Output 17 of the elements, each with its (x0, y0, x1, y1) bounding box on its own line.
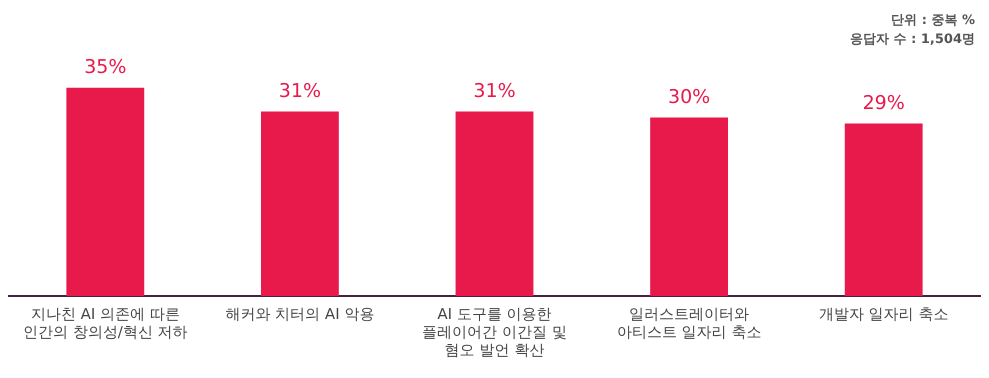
data-label: 29% (862, 92, 905, 114)
x-tick-label: AI 도구를 이용한 플레이어간 이간질 및 혐오 발언 확산 (422, 304, 567, 359)
x-tick-label: 개발자 일자리 축소 (818, 304, 948, 323)
bar (456, 112, 534, 296)
bar (260, 112, 339, 296)
text: 응답자 수 : 1,504명 (850, 32, 975, 47)
bar (844, 123, 923, 296)
data-label: 35% (84, 56, 126, 78)
bar (650, 118, 728, 296)
x-tick-label: 해커와 치터의 AI 악용 (225, 304, 374, 323)
data-label: 31% (473, 80, 516, 102)
data-label: 31% (278, 80, 322, 102)
x-tick-label: 일러스트레이터와 아티스트 일자리 축소 (616, 304, 762, 341)
x-tick-label: 지나친 AI 의존에 따른 인간의 창의성/혁신 저하 (23, 304, 188, 341)
text: 단위 : 중복 % (891, 12, 975, 28)
data-label: 30% (668, 86, 710, 108)
bar (66, 88, 144, 296)
